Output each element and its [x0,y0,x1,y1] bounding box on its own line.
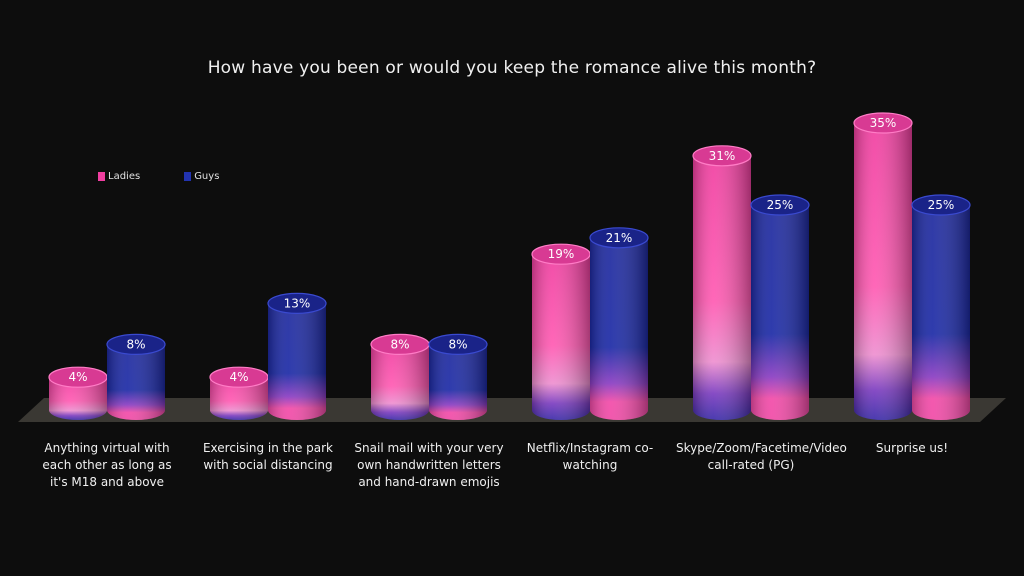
bar-shade [854,123,912,420]
bar-top [853,112,913,134]
category-label-5: Skype/Zoom/Facetime/Video call-rated (PG… [676,441,847,472]
bar-top [428,333,488,355]
bar-top [106,333,166,355]
value-label-ladies-1: 4% [68,370,87,384]
category-label-4: Netflix/Instagram co-watching [526,441,654,472]
value-label-guys-3: 8% [448,337,467,351]
legend-swatch-guys [184,172,192,181]
bar-ladies-2: 4% [209,366,269,420]
bar-ladies-6: 35% [853,112,913,420]
value-label-ladies-2: 4% [229,370,248,384]
bar-shade [912,205,970,420]
category-label-2: Exercising in the park with social dista… [202,441,334,472]
bar-guys-3: 8% [428,333,488,420]
bar-guys-1: 8% [106,333,166,420]
bar-shade [429,344,487,420]
bar-shade [210,377,268,420]
bar-ladies-4: 19% [531,243,591,420]
bar-shade [49,377,107,420]
category-label-1: Anything virtual with each other as long… [42,441,172,489]
bar-top [589,227,649,249]
value-label-guys-1: 8% [126,337,145,351]
bar-top [911,194,971,216]
bar-guys-2: 13% [267,292,327,420]
value-label-guys-2: 13% [284,296,311,310]
bar-ladies-1: 4% [48,366,108,420]
value-label-guys-5: 25% [767,198,794,212]
bar-top [692,145,752,167]
bar-shade [268,303,326,420]
bar-shade [532,254,590,420]
bar-ladies-3: 8% [370,333,430,420]
bar-guys-4: 21% [589,227,649,420]
chart-legend: Ladies Guys [98,171,219,182]
legend-label-ladies: Ladies [108,171,141,182]
legend-item-ladies: Ladies [98,171,140,182]
value-label-guys-6: 25% [928,198,955,212]
value-label-guys-4: 21% [606,231,633,245]
category-label-6: Surprise us! [875,441,949,455]
bar-shade [371,344,429,420]
bar-guys-6: 25% [911,194,971,420]
legend-swatch-ladies [98,172,105,181]
value-label-ladies-5: 31% [709,149,736,163]
bar-shade [751,205,809,420]
value-label-ladies-6: 35% [870,116,897,130]
bar-shade [590,237,648,420]
bar-guys-5: 25% [750,194,810,420]
legend-label-guys: Guys [194,171,220,182]
bar-shade [693,155,751,421]
value-label-ladies-4: 19% [548,247,575,261]
category-label-3: Snail mail with your very own handwritte… [354,441,504,489]
legend-item-guys: Guys [184,171,219,182]
bar-shade [107,344,165,420]
bars-group: 4% 8% 4% 13% 8% 8% 19% 21% 31% 25% 35% 25% [48,112,971,421]
chart-title: How have you been or would you keep the … [207,58,817,78]
bar-top [750,194,810,216]
bar-ladies-5: 31% [692,145,752,421]
bar-top [267,292,327,314]
value-label-ladies-3: 8% [390,337,409,351]
